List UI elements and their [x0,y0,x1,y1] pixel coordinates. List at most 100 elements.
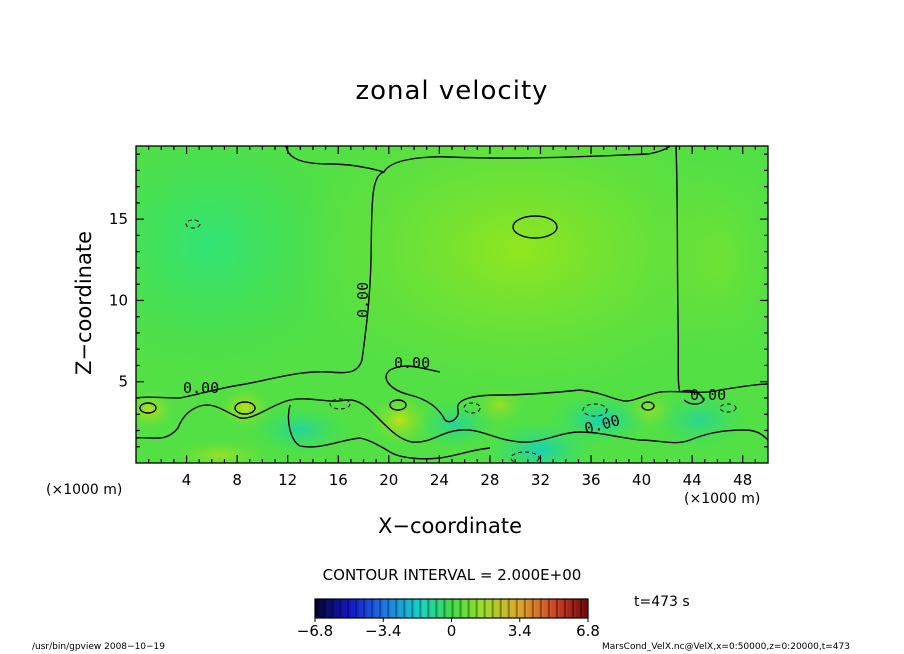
colorbar-tick-label: 6.8 [576,622,600,640]
contour-zero-top [285,146,671,173]
x-tick-label: 4 [182,471,192,489]
colorbar-cell [459,599,464,618]
colorbar-cell [515,599,521,618]
colorbar-cell [539,599,545,618]
axis-ticks [136,146,768,463]
contour-right-loop [679,389,705,405]
colorbar-cell [483,599,488,618]
colorbar-stripe [451,599,454,618]
colorbar-cell [431,599,436,618]
colorbar-cell [471,599,476,618]
colorbar-stripe [483,599,486,618]
contour-zero-bottom [136,398,768,444]
colorbar-cell [543,599,549,618]
colorbar-cell [407,599,412,618]
colorbar-cell [499,599,504,618]
velocity-field [136,146,768,463]
x-tick-label: 8 [232,471,242,489]
contour-low-4 [641,401,655,411]
colorbar-cell [411,599,416,618]
colorbar-cell [503,599,509,618]
colorbar-cell [435,599,440,618]
colorbar-cell [419,599,424,618]
colorbar-cell [327,599,332,618]
colorbar-cell [519,599,525,618]
contour-label: 0.00 [394,354,430,372]
colorbar-ticks [314,618,589,622]
colorbar-cell [455,599,460,618]
colorbar-stripe [315,599,318,618]
colorbar-tick-label: −6.8 [297,622,333,640]
colorbar-cell [395,599,400,618]
colorbar-cell [367,599,372,618]
colorbar-stripe [563,599,566,618]
colorbar-cell [423,599,428,618]
contour-zero-low [287,404,491,460]
colorbar-stripe [507,599,510,618]
contour-zero-mid [385,365,768,423]
x-tick-label: 32 [531,471,550,489]
colorbar-cell [527,599,533,618]
colorbar: −6.8 −3.4 0 3.4 6.8 [297,598,600,640]
colorbar-tick-label: 0 [447,622,457,640]
colorbar-stripe [571,599,574,618]
contour-label: 0.00 [690,386,726,404]
colorbar-tick-labels: −6.8 −3.4 0 3.4 6.8 [297,622,600,640]
colorbar-cell [447,599,452,618]
y-tick-label: 10 [109,291,128,309]
colorbar-stripe [419,599,422,618]
colorbar-cell [495,599,500,618]
colorbar-stripe [379,599,382,618]
colorbar-stripe [347,599,350,618]
colorbar-stripe [371,599,374,618]
colorbar-cell [463,599,468,618]
colorbar-stripe [435,599,438,618]
colorbar-cell [475,599,480,618]
x-axis-label: X−coordinate [378,514,522,538]
colorbar-stripe [411,599,414,618]
colorbar-cell [335,599,340,618]
colorbar-stripe [459,599,462,618]
x-tick-label: 16 [329,471,348,489]
contour-low-1 [139,402,157,414]
colorbar-stripe [339,599,342,618]
colorbar-cell [491,599,496,618]
colorbar-cell [403,599,408,618]
colorbar-stripe [499,599,502,618]
colorbar-cell [351,599,356,618]
colorbar-cell [467,599,472,618]
colorbar-cell [451,599,456,618]
footer-program-date: /usr/bin/gpview 2008−10−19 [32,642,166,652]
contour-label: 0.00 [183,379,219,397]
colorbar-cell [427,599,432,618]
contour-interval-label: CONTOUR INTERVAL = 2.000E+00 [322,566,582,584]
colorbar-cell [323,599,328,618]
colorbar-stripe [523,599,526,618]
colorbar-cell [355,599,360,618]
colorbar-cell [555,599,561,618]
x-unit-label-right: (×1000 m) [684,491,761,507]
colorbar-cell [443,599,448,618]
x-tick-label: 48 [733,471,752,489]
contour-label: 0.00 [354,282,372,318]
colorbar-stripe [331,599,334,618]
colorbar-cell [579,599,585,618]
colorbar-stripe [579,599,582,618]
colorbar-cell [339,599,344,618]
colorbar-cell [399,599,404,618]
colorbar-cell [523,599,529,618]
colorbar-cells [315,599,589,618]
colorbar-cell [547,599,553,618]
colorbar-cell [479,599,484,618]
x-tick-label: 20 [379,471,398,489]
y-tick-label: 15 [109,210,128,228]
colorbar-cell [319,599,324,618]
colorbar-cell [375,599,380,618]
x-tick-label: 12 [278,471,297,489]
colorbar-cell [551,599,557,618]
x-tick-label: 36 [581,471,600,489]
colorbar-stripe [395,599,398,618]
colorbar-tick-label: 3.4 [508,622,532,640]
